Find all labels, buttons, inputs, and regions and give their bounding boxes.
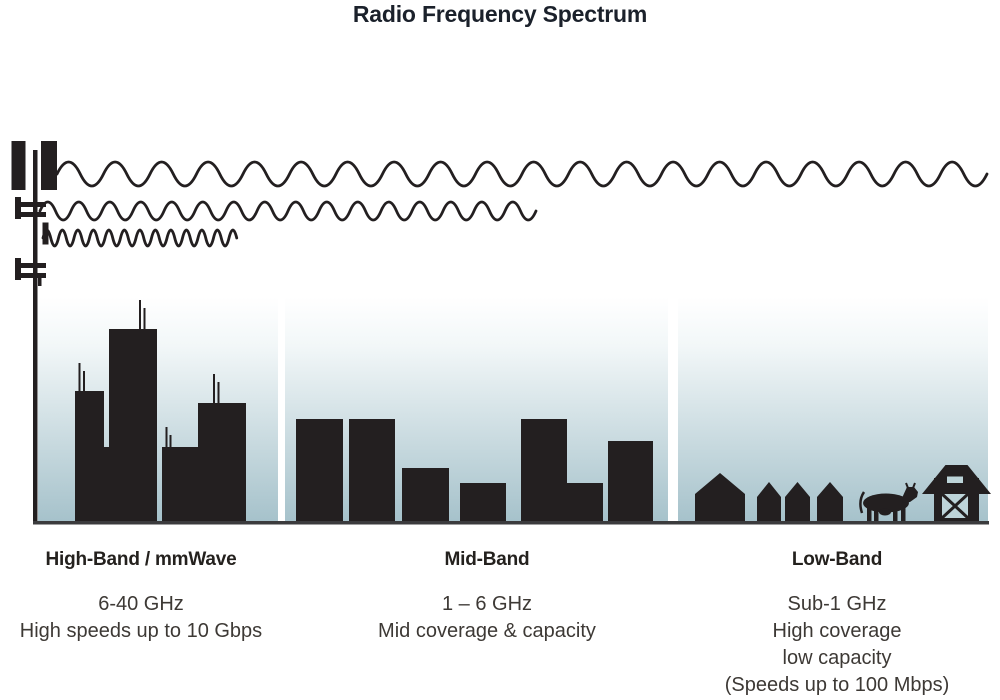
- high-band-city-icon: [75, 300, 246, 521]
- house-icon: [785, 482, 810, 521]
- band-frequency: Sub-1 GHz: [787, 593, 887, 615]
- building: [296, 419, 343, 521]
- cow-icon: [859, 482, 918, 521]
- barn-icon: [922, 465, 991, 521]
- skyscraper: [104, 447, 109, 521]
- spectrum-illustration: [11, 141, 991, 525]
- ground-line: [33, 521, 989, 525]
- band-name: Mid-Band: [444, 549, 530, 570]
- building: [608, 441, 653, 521]
- antenna-panel: [11, 141, 26, 190]
- tower-crossarm: [17, 263, 46, 268]
- low-band-wave-icon: [55, 160, 989, 188]
- band-detail: High coverage: [772, 620, 902, 642]
- antenna-panel: [15, 258, 21, 280]
- rooftop-antennas: [78, 300, 220, 447]
- barn-door-cross: [940, 492, 970, 520]
- band-label-high-band: High-Band / mmWave 6-40 GHz High speeds …: [16, 548, 266, 645]
- diagram-title: Radio Frequency Spectrum: [352, 1, 648, 27]
- house-icon: [695, 473, 745, 521]
- tower-crossarm: [17, 202, 46, 207]
- band-label-low-band: Low-Band Sub-1 GHz High coverage low cap…: [697, 548, 977, 699]
- low-band-farm-icon: [695, 465, 991, 521]
- radio-waves: [38, 160, 989, 248]
- antenna-panel: [41, 141, 57, 190]
- skyscraper: [75, 391, 104, 521]
- band-name: High-Band / mmWave: [45, 549, 237, 570]
- building: [402, 468, 449, 521]
- building: [460, 483, 506, 521]
- building: [349, 419, 395, 521]
- band-name: Low-Band: [791, 549, 883, 570]
- skyscraper: [198, 403, 246, 521]
- house-icon: [757, 482, 781, 521]
- skyscraper: [162, 447, 198, 521]
- building: [567, 483, 603, 521]
- band-detail: (Speeds up to 100 Mbps): [724, 674, 950, 696]
- antenna-panel: [42, 222, 49, 245]
- mid-band-wave-icon: [38, 200, 538, 222]
- band-detail: low capacity: [782, 647, 892, 669]
- high-band-wave-icon: [41, 228, 239, 248]
- band-detail: High speeds up to 10 Gbps: [19, 620, 263, 642]
- skyscraper: [109, 329, 157, 521]
- barn-loft-window: [947, 476, 963, 483]
- mid-band-buildings-icon: [296, 419, 653, 521]
- tower-mast: [33, 150, 38, 521]
- tower-stub: [38, 276, 42, 286]
- tower-crossarm: [17, 212, 46, 217]
- band-frequency: 1 – 6 GHz: [441, 593, 533, 615]
- band-label-mid-band: Mid-Band 1 – 6 GHz Mid coverage & capaci…: [347, 548, 627, 645]
- tower-crossarm: [17, 273, 46, 278]
- antenna-panel: [15, 197, 21, 219]
- band-detail: Mid coverage & capacity: [378, 620, 596, 642]
- building: [521, 419, 567, 521]
- house-icon: [817, 482, 843, 521]
- band-frequency: 6-40 GHz: [98, 593, 184, 615]
- cell-tower-icon: [11, 141, 57, 521]
